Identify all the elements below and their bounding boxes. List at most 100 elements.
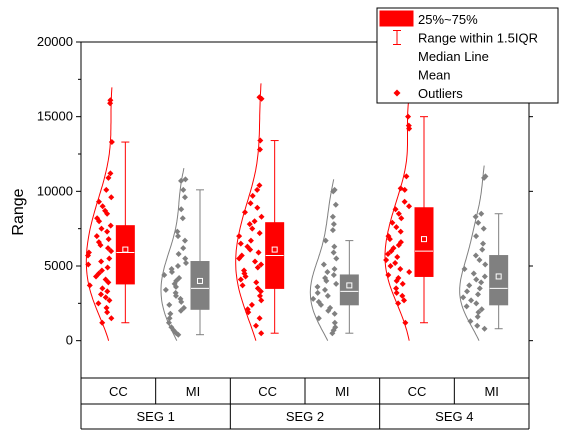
data-point: [318, 301, 325, 308]
data-point: [331, 243, 338, 250]
data-point: [403, 173, 410, 180]
data-point: [93, 233, 100, 240]
data-point: [330, 249, 337, 256]
data-point: [406, 203, 413, 210]
data-point: [258, 297, 265, 304]
data-point: [105, 245, 112, 252]
data-point: [473, 276, 480, 283]
data-point: [165, 319, 172, 326]
data-point: [460, 294, 467, 301]
data-point: [392, 260, 399, 267]
data-point: [384, 251, 391, 258]
data-point: [108, 139, 115, 146]
x-group-label: SEG 2: [286, 409, 324, 424]
data-point: [314, 283, 321, 290]
data-point: [467, 318, 474, 325]
data-point: [105, 279, 112, 286]
data-point: [95, 300, 102, 307]
data-point: [98, 258, 105, 265]
data-point: [331, 310, 338, 317]
data-point: [333, 280, 340, 287]
data-point: [108, 315, 115, 322]
mean-marker: [122, 246, 129, 253]
data-point: [321, 286, 328, 293]
legend: 25%~75% Range within 1.5IQR Median Line Mea…: [376, 7, 559, 104]
data-point: [468, 297, 475, 304]
box-seg-4-cc: [383, 83, 434, 341]
data-point: [474, 322, 481, 329]
data-point: [324, 292, 331, 299]
data-point: [241, 209, 248, 216]
y-tick-label: 10000: [37, 183, 73, 198]
data-point: [331, 319, 338, 326]
data-point: [397, 265, 404, 272]
x-category-label: CC: [258, 384, 277, 399]
data-point: [315, 315, 322, 322]
legend-label: Median Line: [418, 49, 489, 64]
data-point: [478, 279, 485, 286]
data-point: [479, 246, 486, 253]
data-point: [478, 306, 485, 313]
data-point: [167, 310, 174, 317]
data-point: [180, 245, 187, 252]
data-point: [178, 177, 185, 184]
data-point: [239, 282, 246, 289]
data-point: [98, 225, 105, 232]
data-point: [249, 225, 256, 232]
data-point: [387, 263, 394, 269]
data-point: [406, 268, 413, 275]
data-point: [105, 236, 112, 243]
data-point: [236, 255, 243, 262]
x-category-label: MI: [484, 384, 498, 399]
data-point: [329, 227, 336, 234]
data-point: [481, 273, 488, 280]
y-axis-title: Range: [10, 188, 27, 235]
data-point: [108, 248, 115, 255]
x-category-label: MI: [335, 384, 349, 399]
data-point: [173, 292, 180, 299]
data-point: [99, 285, 106, 292]
data-point: [182, 260, 189, 267]
data-point: [108, 194, 115, 201]
data-point: [405, 113, 412, 120]
data-point: [395, 242, 402, 249]
data-point: [314, 289, 321, 296]
y-tick-label: 5000: [44, 258, 73, 273]
data-point: [406, 125, 413, 132]
data-point: [255, 249, 262, 256]
data-point: [392, 206, 399, 213]
data-point: [104, 309, 111, 316]
data-point: [393, 277, 400, 284]
data-point: [237, 240, 244, 247]
data-point: [332, 201, 339, 208]
data-point: [107, 100, 114, 107]
data-point: [162, 286, 169, 293]
data-point: [247, 200, 254, 207]
box-seg-1-cc: [85, 87, 135, 341]
mean-marker: [421, 236, 427, 243]
iqr-box: [190, 261, 210, 310]
data-point: [330, 271, 337, 278]
data-point: [98, 267, 105, 274]
distribution-curve: [235, 83, 262, 341]
data-point: [246, 221, 253, 228]
data-point: [383, 257, 390, 264]
data-point: [399, 280, 406, 287]
data-point: [466, 282, 473, 289]
data-point: [178, 298, 185, 305]
data-point: [402, 319, 409, 326]
legend-swatch-box: [379, 10, 414, 27]
data-point: [174, 228, 181, 235]
data-point: [99, 319, 106, 326]
data-point: [256, 315, 263, 322]
data-point: [106, 297, 113, 304]
data-point: [331, 265, 338, 272]
mean-marker: [271, 246, 278, 253]
x-category-label: CC: [408, 384, 427, 399]
data-point: [236, 233, 243, 240]
data-point: [480, 240, 487, 247]
mean-marker: [197, 277, 203, 284]
box-seg-4-mi: [459, 165, 509, 341]
legend-label: Range within 1.5IQR: [418, 31, 538, 46]
box-seg-2-cc: [235, 83, 285, 341]
